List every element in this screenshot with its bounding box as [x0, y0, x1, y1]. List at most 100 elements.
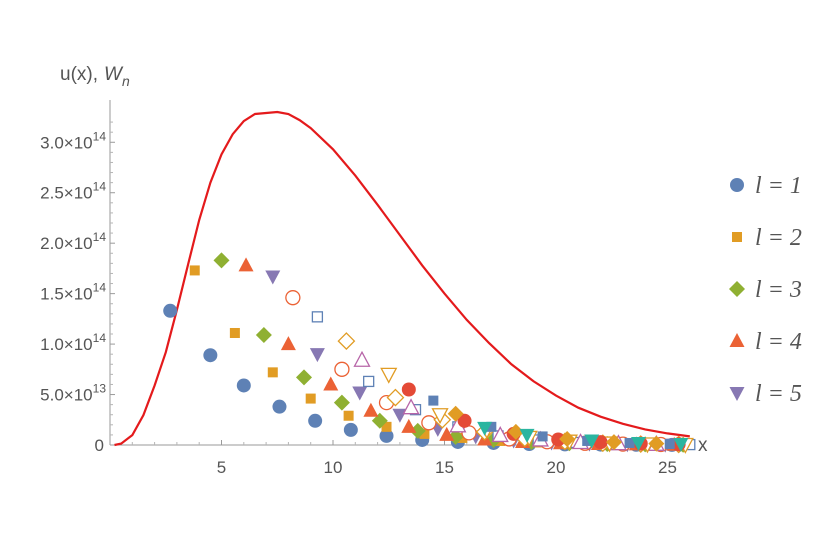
x-tick-label: 15: [435, 458, 454, 477]
data-point: [457, 413, 472, 428]
legend-label: l = 4: [755, 329, 802, 355]
y-axis-label-subscript: n: [122, 73, 130, 89]
data-point: [419, 428, 430, 439]
data-point: [272, 399, 287, 414]
legend-item: l = 3: [729, 277, 802, 303]
data-point: [582, 435, 593, 446]
y-tick-label: 1.5×1014: [40, 281, 106, 304]
series-7: [311, 311, 696, 451]
legend-marker: [730, 178, 744, 192]
legend-item: l = 2: [732, 225, 802, 251]
data-point: [379, 428, 394, 443]
data-point: [486, 421, 497, 432]
data-point: [673, 437, 689, 452]
y-tick-label: 1.0×1014: [40, 331, 106, 354]
data-point: [631, 436, 647, 451]
data-point: [491, 426, 509, 443]
data-point: [381, 421, 392, 432]
data-point: [371, 412, 388, 429]
y-tick-label: 3.0×1014: [40, 129, 106, 152]
legend-label: l = 2: [755, 225, 802, 251]
data-point: [229, 327, 240, 338]
marker-layer: [163, 252, 696, 454]
data-point: [311, 311, 324, 323]
data-point: [439, 426, 455, 441]
y-tick-label: 0: [95, 436, 104, 455]
data-point: [285, 290, 301, 306]
series-14: [477, 421, 689, 452]
series-13: [447, 405, 665, 452]
data-point: [447, 405, 464, 422]
x-axis-label: x: [698, 435, 708, 456]
legend-item: l = 4: [729, 329, 802, 355]
data-point: [323, 376, 339, 391]
data-point: [265, 270, 281, 285]
data-point: [163, 303, 178, 318]
data-point: [477, 421, 493, 436]
axes: 5 10 15 20 25 0 5.0×1013 1.0×1014 1.5×1014 2.0×10…: [40, 100, 691, 477]
data-point: [308, 413, 323, 428]
y-axis-label: u(x), Wn: [60, 64, 130, 89]
data-point: [296, 369, 313, 386]
data-point: [409, 422, 426, 439]
data-point: [584, 434, 600, 449]
legend-marker: [729, 333, 745, 347]
data-point: [401, 382, 416, 397]
legend-item: l = 1: [730, 173, 802, 199]
data-point: [537, 431, 548, 442]
data-point: [386, 388, 405, 407]
y-axis-label-text: u(x),: [60, 64, 98, 85]
data-point: [401, 418, 417, 433]
data-point: [664, 438, 675, 449]
legend-label: l = 1: [755, 173, 802, 199]
data-point: [353, 350, 371, 367]
data-point: [333, 394, 350, 411]
u-curve: [114, 110, 690, 447]
data-point: [593, 435, 608, 450]
data-point: [461, 425, 477, 441]
data-point: [648, 435, 665, 452]
data-point: [238, 257, 254, 272]
data-point: [363, 375, 375, 388]
y-axis-label-symbol: W: [104, 64, 124, 85]
data-point: [519, 428, 535, 443]
data-point: [280, 336, 296, 351]
y-tick-label: 2.5×1014: [40, 180, 106, 203]
x-tick-label: 20: [547, 458, 566, 477]
legend-item: l = 5: [729, 381, 802, 407]
legend-marker: [729, 281, 745, 297]
data-point: [267, 367, 278, 378]
data-point: [236, 378, 251, 393]
series-12: [428, 395, 675, 449]
x-tick-label: 5: [217, 458, 226, 477]
y-tick-label: 2.0×1014: [40, 230, 106, 253]
data-point: [421, 415, 437, 431]
data-point: [428, 395, 439, 406]
legend-marker: [732, 232, 742, 242]
data-point: [309, 348, 325, 363]
data-point: [363, 402, 379, 417]
data-point: [431, 408, 449, 425]
data-point: [507, 423, 524, 440]
data-point: [343, 410, 354, 421]
data-point: [559, 430, 576, 447]
data-point: [255, 327, 272, 344]
data-point: [343, 422, 358, 437]
data-point: [380, 367, 398, 384]
x-tick-label: 25: [658, 458, 677, 477]
data-point: [334, 361, 350, 377]
legend: l = 1 l = 2 l = 3 l = 4 l = 5: [729, 173, 802, 407]
series-6: [285, 290, 669, 453]
curve-layer: [114, 110, 690, 447]
data-point: [189, 265, 200, 276]
legend-marker: [729, 387, 745, 401]
data-point: [203, 348, 218, 363]
data-point: [305, 393, 316, 404]
data-point: [624, 437, 635, 448]
data-point: [337, 332, 356, 350]
data-point: [213, 252, 230, 269]
data-point: [447, 428, 464, 445]
x-tick-label: 10: [324, 458, 343, 477]
legend-label: l = 5: [755, 381, 802, 407]
